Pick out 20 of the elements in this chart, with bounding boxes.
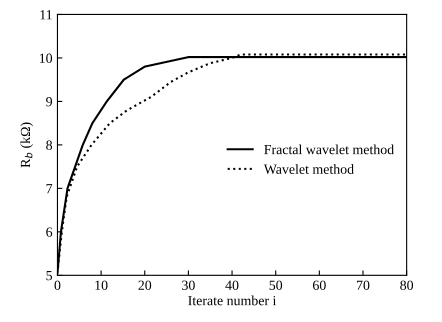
x-tick-label: 70	[356, 280, 370, 290]
x-tick-label: 60	[312, 280, 326, 290]
x-tick-label: 40	[225, 280, 238, 290]
legend-label: Fractal wavelet method	[264, 144, 394, 154]
y-tick-label: 7	[46, 184, 52, 194]
y-tick-label: 8	[46, 140, 52, 150]
x-tick-label: 80	[400, 280, 414, 290]
x-tick-label: 50	[270, 280, 282, 290]
y-tick-label: 10	[40, 54, 52, 63]
x-tick-label: 0	[54, 280, 60, 290]
y-tick-label: 11	[40, 10, 52, 20]
x-tick-label: 10	[95, 280, 108, 290]
y-tick-label: 9	[46, 97, 52, 106]
y-tick-label: 6	[46, 227, 52, 237]
x-axis-title: Iterate number i	[188, 296, 276, 306]
y-tick-label: 5	[46, 271, 52, 280]
legend-label: Wavelet method	[264, 164, 354, 174]
x-tick-label: 20	[138, 280, 152, 290]
y-axis-title: R$_{b}$ (kΩ)	[20, 122, 33, 168]
x-tick-label: 30	[182, 280, 195, 290]
